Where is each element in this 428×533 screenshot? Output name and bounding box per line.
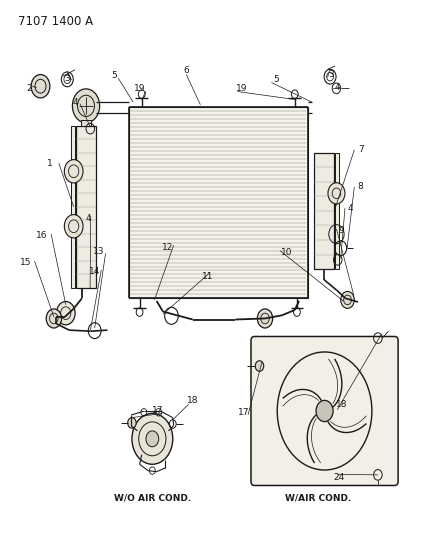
Text: 6: 6 [184,66,189,75]
Text: 5: 5 [273,75,279,84]
FancyBboxPatch shape [251,336,398,486]
Bar [76,126,96,288]
Text: 5: 5 [111,71,117,80]
Circle shape [255,361,264,372]
Circle shape [257,309,273,328]
Circle shape [132,414,173,464]
Text: 3: 3 [328,70,334,79]
Text: 3: 3 [65,74,70,83]
Circle shape [72,89,100,123]
Bar [335,152,339,269]
Circle shape [31,75,50,98]
Text: 4: 4 [347,204,353,213]
Circle shape [46,309,62,328]
Text: 15: 15 [20,258,32,266]
Text: 9: 9 [339,226,345,235]
Text: W/O AIR COND.: W/O AIR COND. [114,494,191,503]
Text: 24: 24 [334,473,345,482]
Text: 12: 12 [161,244,173,253]
Text: 19: 19 [236,84,247,93]
Bar [81,119,91,126]
Circle shape [341,292,354,309]
Circle shape [128,418,136,428]
Text: 19: 19 [134,84,146,93]
Text: 7: 7 [358,146,363,155]
Text: W/AIR COND.: W/AIR COND. [285,494,351,503]
Text: 11: 11 [202,271,214,280]
Circle shape [316,400,333,422]
Text: 17: 17 [238,408,250,417]
Circle shape [328,183,345,204]
Text: 4: 4 [335,83,340,92]
Text: 2: 2 [26,84,32,93]
Circle shape [146,431,159,447]
Text: 18: 18 [187,395,199,405]
Bar [129,108,308,298]
Text: 4: 4 [73,98,79,107]
Bar [314,152,334,269]
Text: 10: 10 [280,248,292,257]
Text: 4: 4 [86,214,91,223]
Circle shape [64,215,83,238]
Text: 17: 17 [152,406,163,415]
Text: 16: 16 [36,231,48,240]
Text: 18: 18 [336,400,347,409]
Circle shape [56,302,75,325]
Circle shape [64,159,83,183]
Text: 7107 1400 A: 7107 1400 A [18,14,94,28]
Text: 1: 1 [48,159,53,167]
Text: 13: 13 [93,247,105,256]
Bar [71,126,75,288]
Text: 14: 14 [89,268,101,276]
Text: 8: 8 [358,182,363,191]
